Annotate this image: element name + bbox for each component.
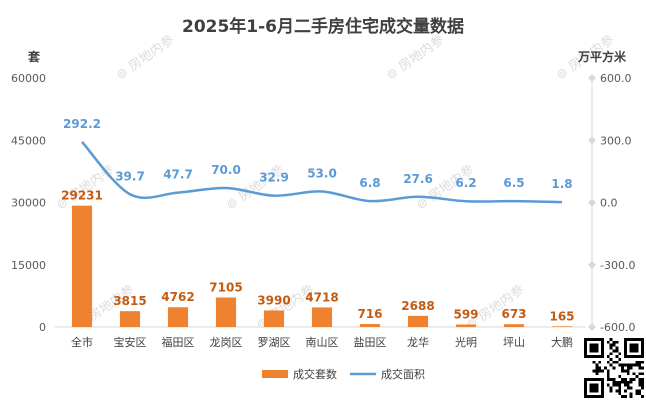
line-data-label: 292.2: [63, 117, 101, 131]
line-data-label: 32.9: [259, 171, 289, 185]
bar-data-labels: 29231 3815 4762 7105 3990 4718 716 2688 599 673 16…: [61, 189, 574, 324]
bar: [215, 297, 237, 327]
x-tick: 罗湖区: [258, 336, 291, 349]
y-left-tick: 15000: [11, 259, 46, 272]
watermark-text: ⊚ 房地内参: [113, 32, 177, 84]
line-data-label: 1.8: [551, 177, 572, 191]
bar-data-label: 4762: [161, 290, 194, 304]
bar: [311, 307, 333, 327]
bar: [119, 311, 141, 327]
y-right-tick-marker: [588, 198, 596, 207]
bar: [167, 307, 189, 327]
bar-data-label: 7105: [209, 281, 242, 295]
line-data-label: 6.2: [455, 176, 476, 190]
y-left-tick-labels: 0 15000 30000 45000 60000: [11, 72, 46, 334]
x-tick: 宝安区: [114, 335, 147, 349]
line-data-labels: 292.2 39.7 47.7 70.0 32.9 53.0 6.8 27.6 6.2 6.5 1.…: [63, 117, 573, 191]
y-right-tick-marker: [588, 74, 596, 82]
y-right-tick: -300.0: [600, 259, 635, 272]
bar-data-label: 3815: [113, 294, 146, 308]
x-tick: 光明: [455, 335, 477, 349]
line-data-label: 6.5: [503, 176, 524, 190]
y-right-tick-marker: [588, 260, 596, 269]
legend: 成交套数 成交面积: [262, 367, 425, 381]
line-data-label: 39.7: [115, 169, 145, 183]
y-right-tick-labels: -600.0 -300.0 0.0 300.0 600.0: [588, 72, 635, 334]
y-left-tick: 30000: [11, 197, 46, 210]
x-tick: 大鹏: [551, 335, 573, 349]
line-data-label: 70.0: [211, 163, 241, 177]
bar-data-label: 716: [357, 307, 382, 321]
chart-title: 2025年1-6月二手房住宅成交量数据: [182, 16, 464, 37]
bar-data-label: 4718: [305, 290, 338, 304]
y-right-tick-marker: [588, 136, 596, 145]
legend-bar-swatch: [262, 370, 288, 378]
y-right-tick-marker: [588, 323, 596, 331]
line-data-label: 6.8: [359, 176, 380, 190]
y-right-tick: 0.0: [600, 197, 618, 210]
bar-data-label: 2688: [401, 299, 434, 313]
line-data-label: 53.0: [307, 167, 337, 181]
bar-data-label: 3990: [257, 293, 290, 307]
legend-bar-label: 成交套数: [293, 367, 337, 381]
y-left-tick: 60000: [11, 72, 46, 85]
y-right-axis-label: 万平方米: [577, 49, 627, 64]
line-data-label: 27.6: [403, 172, 433, 186]
bar: [263, 310, 285, 327]
x-tick: 全市: [71, 335, 93, 349]
y-left-tick: 45000: [11, 134, 46, 147]
x-tick-labels: 全市 宝安区 福田区 龙岗区 罗湖区 南山区 盐田区 龙华 光明 坪山 大鹏: [71, 335, 573, 349]
x-tick: 龙华: [407, 335, 429, 349]
y-right-tick: 300.0: [600, 134, 632, 147]
y-right-tick: 600.0: [600, 72, 632, 85]
x-tick: 南山区: [306, 336, 339, 349]
bar: [407, 315, 429, 327]
x-tick: 盐田区: [354, 336, 387, 349]
bar-data-label: 29231: [61, 189, 103, 203]
line-series: [81, 141, 563, 204]
qr-code-icon: [584, 338, 644, 398]
bar: [359, 324, 381, 327]
x-tick: 龙岗区: [210, 336, 243, 349]
line-data-label: 47.7: [163, 168, 193, 182]
line-path: [81, 141, 563, 204]
y-left-tick: 0: [39, 321, 46, 334]
watermark-text: ⊚ 房地内参: [383, 32, 447, 84]
x-tick: 福田区: [162, 335, 195, 349]
legend-line-label: 成交面积: [381, 367, 425, 381]
bar-data-label: 599: [453, 308, 478, 322]
bar-data-label: 165: [549, 309, 574, 323]
watermark-text: ⊚ 房地内参: [53, 162, 117, 214]
y-left-axis-label: 套: [27, 49, 41, 64]
bar: [503, 324, 525, 327]
bar: [551, 326, 573, 327]
x-tick: 坪山: [503, 336, 525, 349]
bar-series: [71, 205, 573, 327]
bar-data-label: 673: [501, 307, 526, 321]
bar: [71, 205, 93, 327]
y-right-tick: -600.0: [600, 321, 635, 334]
bar: [455, 324, 477, 327]
